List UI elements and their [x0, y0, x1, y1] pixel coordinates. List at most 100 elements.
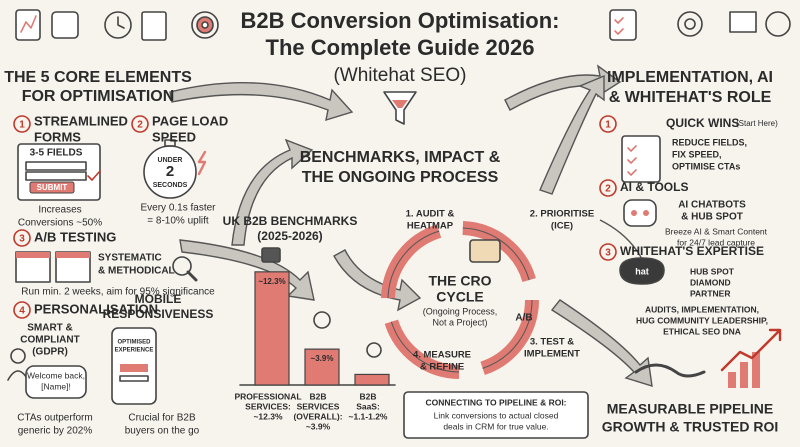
caption: Conversions ~50% [18, 218, 102, 229]
title: B2B Conversion Optimisation: [240, 8, 559, 33]
bar-label: ~12.3% [253, 411, 283, 421]
item-title: QUICK WINS [666, 116, 739, 130]
section-heading: THE ONGOING PROCESS [302, 169, 499, 186]
roi-title: CONNECTING TO PIPELINE & ROI: [425, 397, 566, 407]
speech-bubble-text: [Name]! [41, 381, 71, 391]
graphic-text: SUBMIT [37, 183, 68, 192]
bar [254, 271, 290, 386]
item-detail: DIAMOND [690, 277, 731, 287]
cycle-title: CYCLE [436, 289, 483, 305]
item-title: WHITEHAT'S EXPERTISE [620, 244, 764, 258]
item-title: PAGE LOAD [152, 113, 228, 128]
number-badge [13, 115, 31, 133]
item-title: AI & TOOLS [620, 180, 688, 194]
item-title: A/B TESTING [34, 229, 116, 244]
number: 2 [605, 184, 611, 195]
bar-label: B2B [359, 391, 376, 401]
bar-label: SaaS: [356, 401, 380, 411]
graphic-text: UNDER [158, 157, 183, 164]
item-detail: PARTNER [690, 288, 730, 298]
number: 2 [137, 120, 143, 131]
number-badge [13, 301, 31, 319]
speech-bubble-text: Welcome back, [27, 370, 85, 380]
caption: Breeze AI & Smart Content [665, 226, 768, 236]
cycle-step: 1. AUDIT & [406, 209, 455, 220]
item-note: (Start Here) [736, 119, 778, 128]
title: The Complete Guide 2026 [266, 35, 535, 60]
bar-label: (OVERALL): [293, 411, 342, 421]
number: 4 [19, 306, 25, 317]
graphic-text: 3-5 FIELDS [30, 148, 83, 159]
subtitle: (Whitehat SEO) [333, 65, 466, 86]
section-heading: THE 5 CORE ELEMENTS [4, 69, 192, 86]
graphic-text: & METHODICAL [98, 266, 175, 277]
caption: Increases [38, 205, 81, 216]
number: 1 [605, 120, 611, 131]
caption: = 8-10% uplift [147, 216, 209, 227]
number-badge [131, 115, 149, 133]
cycle-step: & REFINE [420, 362, 464, 373]
number-badge [599, 115, 617, 133]
section-heading: BENCHMARKS, IMPACT & [300, 149, 501, 166]
graphic-text: SYSTEMATIC [98, 253, 162, 264]
cycle-step: 3. TEST & [530, 337, 574, 348]
bar-value-label: ~12.3% [258, 277, 285, 286]
item-title: MOBILE [135, 292, 182, 306]
section-heading: FOR OPTIMISATION [22, 88, 175, 105]
item-title: SPEED [152, 129, 196, 144]
number: 3 [605, 248, 611, 259]
bar [354, 373, 390, 386]
graphic-text: SMART & [27, 323, 73, 334]
cycle-subtitle: Not a Project) [432, 317, 487, 327]
item-detail: HUB SPOT [690, 266, 735, 276]
bar [304, 348, 340, 386]
number-badge [599, 179, 617, 197]
bar-label: SERVICES [297, 401, 340, 411]
graphic-text: EXPERIENCE [115, 348, 154, 354]
roi-text: deals in CRM for true value. [443, 421, 548, 431]
item-detail: OPTIMISE CTAs [672, 161, 740, 171]
decor [7, 9, 791, 439]
bar-value-label: ~3.9% [311, 354, 334, 363]
chart-title: UK B2B BENCHMARKS [223, 214, 358, 228]
bar-label: PROFESSIONAL [234, 391, 301, 401]
cycle-title: THE CRO [429, 273, 492, 289]
graphic-text: SECONDS [153, 182, 188, 189]
logo-text: hat [635, 266, 649, 276]
cycle-subtitle: (Ongoing Process, [423, 306, 498, 316]
item-title: PERSONALISATION [34, 301, 158, 316]
cycle-step: HEATMAP [407, 221, 454, 232]
caption: AUDITS, IMPLEMENTATION, [645, 304, 759, 314]
caption: Crucial for B2B [128, 413, 196, 424]
footer-text: MEASURABLE PIPELINE [607, 401, 773, 417]
number: 3 [19, 234, 25, 245]
item-title: STREAMLINED [34, 113, 128, 128]
caption: HUG COMMUNITY LEADERSHIP, [636, 315, 768, 325]
item-title: FORMS [34, 129, 81, 144]
section-heading: IMPLEMENTATION, AI [607, 69, 773, 86]
cycle-step: 2. PRIORITISE [530, 209, 594, 220]
bar-label: B2B [309, 391, 326, 401]
bar-label: ~1.1-1.2% [349, 411, 388, 421]
item-detail: FIX SPEED, [672, 149, 722, 159]
graphic-text: (GDPR) [32, 347, 68, 358]
footer-text: GROWTH & TRUSTED ROI [602, 419, 779, 435]
graphic-text: OPTIMISED [117, 340, 151, 346]
item-detail: REDUCE FIELDS, [672, 137, 747, 147]
cycle-step: (ICE) [551, 221, 573, 232]
caption: CTAs outperform [17, 413, 92, 424]
roi-text: Link conversions to actual closed [434, 410, 559, 420]
number-badge [13, 229, 31, 247]
caption: Run min. 2 weeks, aim for 95% significan… [21, 287, 215, 298]
caption: Every 0.1s faster [140, 203, 216, 214]
graphic-text: 2 [166, 163, 174, 180]
graphic-text: COMPLIANT [20, 335, 79, 346]
bar-label: ~3.9% [306, 421, 331, 431]
cycle-tag: A/B [515, 313, 532, 324]
number-badge [599, 243, 617, 261]
caption: ETHICAL SEO DNA [663, 326, 741, 336]
item-detail: AI CHATBOTS [678, 200, 746, 211]
caption: generic by 202% [18, 426, 93, 437]
